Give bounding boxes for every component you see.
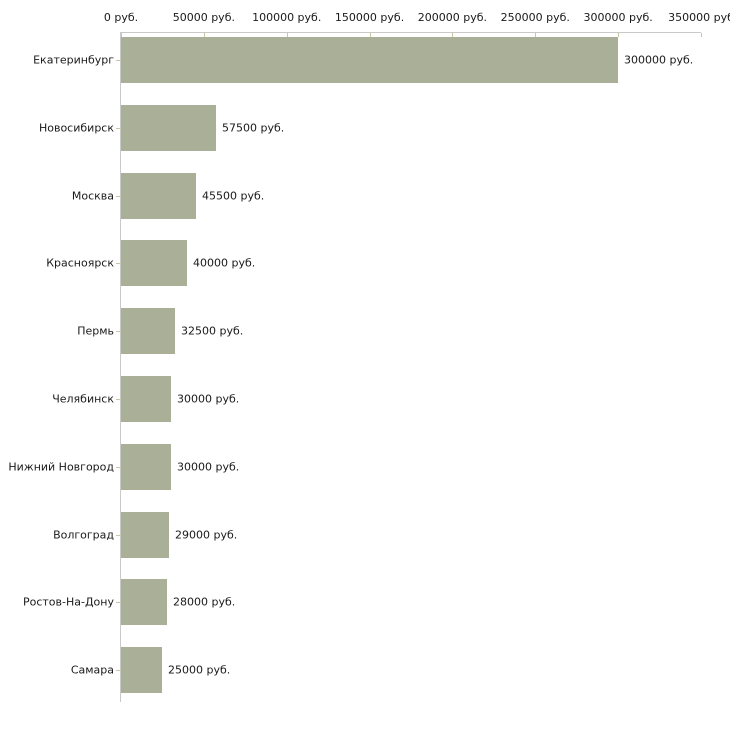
- bar: [121, 444, 171, 490]
- x-tick-mark: [203, 33, 205, 37]
- value-label: 300000 руб.: [624, 53, 694, 67]
- category-label: Новосибирск: [38, 121, 114, 135]
- category-label: Самара: [70, 663, 114, 677]
- y-tick-mark: [116, 602, 120, 603]
- value-label: 28000 руб.: [173, 595, 236, 609]
- value-label: 32500 руб.: [181, 324, 244, 338]
- bar: [121, 647, 162, 693]
- y-tick-mark: [116, 128, 120, 129]
- x-tick-label: 50000 руб.: [172, 11, 235, 24]
- category-label: Пермь: [77, 324, 114, 338]
- x-tick-mark: [701, 33, 702, 37]
- bar: [121, 173, 196, 219]
- x-tick-mark: [369, 33, 371, 37]
- category-label: Красноярск: [46, 256, 114, 270]
- x-tick-mark: [618, 33, 620, 37]
- y-tick-mark: [116, 331, 120, 332]
- category-label: Челябинск: [52, 392, 114, 406]
- category-label: Ростов-На-Дону: [22, 595, 114, 609]
- category-label: Волгоград: [53, 528, 114, 542]
- bar: [121, 512, 169, 558]
- x-tick-mark: [121, 33, 122, 37]
- y-tick-mark: [116, 399, 120, 400]
- x-tick-label: 100000 руб.: [252, 11, 322, 24]
- value-label: 45500 руб.: [202, 189, 265, 203]
- value-label: 40000 руб.: [193, 256, 256, 270]
- category-label: Екатеринбург: [33, 53, 114, 67]
- y-tick-mark: [116, 60, 120, 61]
- x-tick-label: 0 руб.: [103, 11, 139, 24]
- bar: [121, 579, 167, 625]
- value-label: 30000 руб.: [177, 392, 240, 406]
- x-tick-mark: [286, 33, 288, 37]
- x-tick-mark: [452, 33, 454, 37]
- y-tick-mark: [116, 670, 120, 671]
- x-tick-label: 200000 руб.: [417, 11, 488, 24]
- value-label: 25000 руб.: [168, 663, 231, 677]
- bar: [121, 105, 216, 151]
- x-tick-label: 150000 руб.: [334, 11, 405, 24]
- x-tick-mark: [535, 33, 537, 37]
- y-tick-mark: [116, 263, 120, 264]
- x-tick-label: 250000 руб.: [500, 11, 570, 24]
- value-label: 29000 руб.: [175, 528, 238, 542]
- y-tick-mark: [116, 467, 120, 468]
- x-tick-label: 350000 руб: [668, 11, 730, 24]
- value-label: 57500 руб.: [222, 121, 285, 135]
- value-label: 30000 руб.: [177, 460, 240, 474]
- bar: [121, 308, 175, 354]
- y-tick-mark: [116, 196, 120, 197]
- bar: [121, 37, 618, 83]
- y-axis-line: [120, 32, 121, 702]
- category-label: Москва: [71, 189, 114, 203]
- x-axis-line: [121, 32, 701, 33]
- x-tick-label: 300000 руб.: [583, 11, 653, 24]
- y-tick-mark: [116, 535, 120, 536]
- category-label: Нижний Новгород: [8, 460, 114, 474]
- bar: [121, 240, 187, 286]
- bar: [121, 376, 171, 422]
